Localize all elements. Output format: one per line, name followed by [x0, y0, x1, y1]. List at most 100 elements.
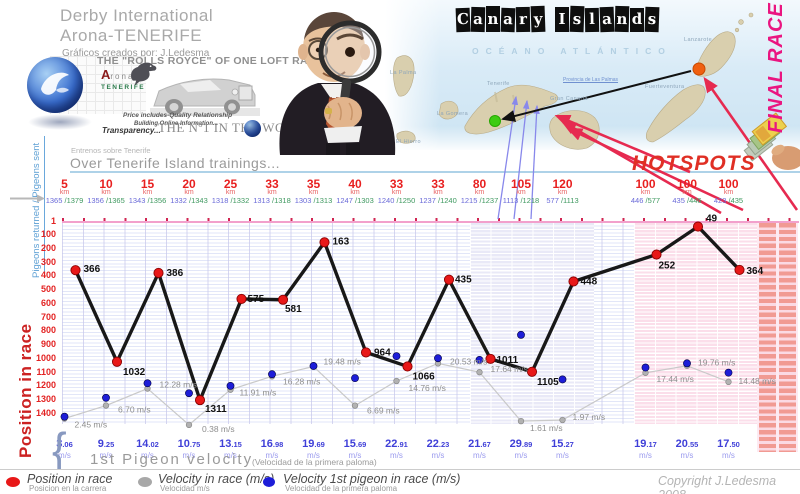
slogan-price: Price includes-Quality Relationship	[123, 112, 233, 119]
stage-km-label: 25 km	[223, 177, 238, 196]
stage-first-pigeon-velocity: 17.50 m/s	[717, 438, 740, 460]
hotspots-label: HOTSPOTS	[632, 152, 756, 175]
legend-race-velocity-label: Velocity in race (m/s)	[158, 472, 275, 486]
stage-km-label: 15 km	[140, 177, 155, 196]
legend-position-sub: Posicion en la carrera	[29, 484, 107, 493]
y-axis-tick: 700	[40, 311, 56, 322]
y-axis-labels: 1 100 200 300 400 500 600 700 800 900 1000 1100 1200…	[30, 0, 56, 494]
final-race-stripe-column	[758, 223, 776, 452]
legend-race-velocity-dot	[138, 477, 152, 487]
stage-returned-sent-ratio: 423 /435	[713, 196, 744, 205]
final-race-stripe-column	[778, 223, 796, 452]
stage-km-label: 10 km	[99, 177, 113, 196]
stage-returned-sent-ratio: 1318 /1332	[211, 196, 250, 205]
stage-km-label: 35 km	[306, 177, 321, 196]
brand-rona: rona	[110, 72, 135, 81]
globe-pigeon-logo	[27, 57, 83, 113]
race-destination-dot	[489, 115, 501, 127]
stage-first-pigeon-velocity: 10.75 m/s	[177, 438, 201, 460]
y-axis-tick: 1000	[35, 352, 56, 363]
pigeons-axis-line	[44, 136, 45, 278]
credit-text: Gráficos creados por: J.Ledesma	[62, 48, 210, 59]
globe-bird-icon	[41, 72, 69, 95]
stage-returned-sent-ratio: 1356 /1365	[87, 196, 125, 205]
first-pigeon-velocity-title: 1st Pigeon velocity	[90, 451, 254, 468]
y-axis-tick: 500	[40, 284, 56, 295]
stage-km-label: 5 km	[59, 177, 70, 196]
slogan-online: Building Online Information...	[134, 121, 218, 127]
race-start-dot	[692, 62, 706, 76]
copyright-text: Copyright J.Ledesma 2008	[658, 474, 777, 494]
stage-km-label: 100 km	[718, 177, 739, 196]
y-axis-tick: 300	[40, 256, 56, 267]
brace-glyph: {	[52, 423, 67, 478]
island-label-la-gomera: La Gomera	[437, 111, 469, 117]
province-label: Provincia de Las Palmas	[563, 77, 619, 83]
mini-globe-icon	[244, 120, 261, 137]
stage-km-label: 120 km	[552, 177, 573, 196]
pigeon-icon	[131, 62, 157, 86]
stage-first-pigeon-velocity: 22.91 m/s	[385, 438, 408, 460]
hotspot-arrow-1	[554, 114, 691, 174]
inspector-man-photo	[279, 12, 396, 155]
trainings-title-en: Over Tenerife Island trainings...	[70, 155, 281, 171]
stage-returned-sent-ratio: 1303 /1313	[294, 196, 333, 205]
stage-km-label: 105 km	[510, 177, 532, 196]
stage-returned-sent-ratio: 1113 /1218	[502, 196, 540, 205]
final-race-label: FINAL RACE	[765, 2, 787, 133]
stage-returned-sent-ratio: 1237 /1240	[419, 196, 457, 205]
stage-returned-sent-ratio: 1343 /1356	[128, 196, 167, 205]
legend-position-dot	[6, 477, 20, 487]
stage-km-label: 33 km	[265, 177, 279, 196]
island-label-lanzarote: Lanzarote	[684, 37, 713, 43]
stage-returned-sent-ratio: 1313 /1318	[253, 196, 291, 205]
legend-race-velocity-sub: Velocidad m/s	[160, 484, 210, 493]
map-title-letter-tile: I	[555, 7, 569, 32]
stage-returned-sent-ratio: 1365 /1379	[45, 196, 84, 205]
stage-returned-sent-ratio: 1247 /1303	[336, 196, 374, 205]
brand-arona: Arona TENERIFE	[101, 66, 145, 91]
banner-title: THE "ROLLS ROYCE" OF ONE LOFT RACES!	[97, 55, 335, 67]
island-label-gran-canaria: Gran Canaria	[550, 96, 588, 102]
row-arrow-icon	[10, 194, 45, 203]
x-axis-line	[62, 220, 799, 223]
slogan-transparency: Transparency...	[102, 126, 161, 135]
stage-returned-sent-ratio: 1215 /1237	[460, 196, 499, 205]
y-axis-tick: 1	[50, 215, 56, 226]
island-label-tenerife: Tenerife	[487, 81, 510, 87]
y-axis-tick: 400	[40, 270, 56, 281]
y-axis-tick: 100	[40, 229, 56, 240]
stage-returned-sent-ratio: 1240 /1250	[377, 196, 416, 205]
stage-first-pigeon-velocity: 13.15 m/s	[219, 438, 242, 460]
stage-returned-sent-ratio: 1332 /1343	[170, 196, 208, 205]
island-label-la-palma: La Palma	[390, 70, 417, 76]
page-title-line1: Derby International	[60, 6, 214, 25]
globe-shadow	[28, 114, 92, 130]
race-route-arrow	[501, 70, 692, 122]
rolls-royce-car-image	[150, 78, 260, 116]
stage-km-label: 33 km	[431, 177, 445, 196]
stage-first-pigeon-velocity: 19.69 m/s	[302, 438, 325, 460]
stage-km-label: 100 km	[635, 177, 656, 196]
stage-first-pigeon-velocity: 14.02 m/s	[136, 438, 159, 460]
map-title-letter-tile: d	[630, 8, 644, 32]
stage-first-pigeon-velocity: 20.55 m/s	[675, 438, 699, 460]
y-axis-tick: 900	[40, 339, 56, 350]
stage-first-pigeon-velocity: 22.23 m/s	[426, 438, 450, 460]
y-axis-tick: 800	[40, 325, 56, 336]
stage-first-pigeon-velocity: 9.25 m/s	[97, 438, 115, 460]
stage-first-pigeon-velocity: 15.69 m/s	[343, 438, 367, 460]
y-axis-tick: 1400	[35, 407, 56, 418]
brand-tenerife: TENERIFE	[101, 84, 146, 91]
stage-km-label: 80 km	[472, 177, 487, 196]
stage-first-pigeon-velocity: 21.67 m/s	[468, 438, 491, 460]
ocean-label: OCÉANO ATLÁNTICO	[472, 46, 672, 56]
final-race-zone	[757, 223, 798, 452]
stage-first-pigeon-velocity: 15.27 m/s	[551, 438, 574, 460]
slogan-n1-world: THE Nº1 IN THE WORLD	[158, 120, 313, 135]
hotspot-arrow-3	[566, 127, 744, 212]
stage-first-pigeon-velocity: 3.06 m/s	[56, 438, 73, 460]
legend-first-pigeon-dot	[263, 477, 275, 487]
